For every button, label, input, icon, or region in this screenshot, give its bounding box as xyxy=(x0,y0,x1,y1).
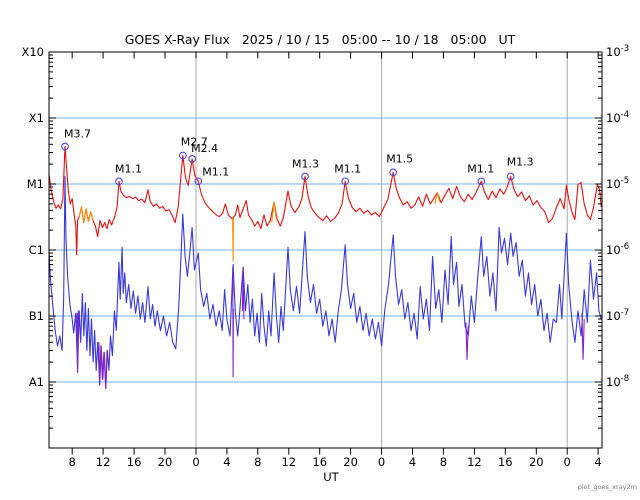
orange-segment-2 xyxy=(232,217,235,262)
svg-text:0: 0 xyxy=(378,455,385,469)
svg-text:10-4: 10-4 xyxy=(606,110,629,125)
svg-text:10-7: 10-7 xyxy=(606,308,629,323)
svg-text:M1.5: M1.5 xyxy=(386,152,413,165)
svg-text:10-6: 10-6 xyxy=(606,242,629,257)
svg-text:16: 16 xyxy=(312,455,327,469)
purple-segment-2 xyxy=(98,342,108,389)
svg-text:12: 12 xyxy=(281,455,296,469)
svg-text:UT: UT xyxy=(323,470,339,484)
svg-text:M1.1: M1.1 xyxy=(334,162,361,175)
plot-filename-label: plot_goes_xray2m xyxy=(577,483,637,491)
svg-text:16: 16 xyxy=(127,455,142,469)
x-axis-title: UT xyxy=(323,470,339,484)
short-wavelength-flux-line xyxy=(49,175,602,389)
purple-segment-4 xyxy=(241,266,245,320)
svg-text:10-5: 10-5 xyxy=(606,176,629,191)
purple-segment-3 xyxy=(232,267,234,378)
svg-text:M2.4: M2.4 xyxy=(191,142,218,155)
svg-text:A1: A1 xyxy=(29,375,44,389)
x-axis-tick-labels: 8 12 16 20 0 4 8 12 16 20 0 4 8 12 16 20 0 4 xyxy=(69,455,602,469)
svg-text:20: 20 xyxy=(158,455,173,469)
orange-segment-3 xyxy=(271,201,277,223)
axis-ticks xyxy=(49,51,602,455)
purple-segment-6 xyxy=(581,313,585,360)
svg-text:10-8: 10-8 xyxy=(606,374,629,389)
svg-text:8: 8 xyxy=(69,455,76,469)
svg-text:0: 0 xyxy=(192,455,199,469)
svg-text:4: 4 xyxy=(594,455,601,469)
svg-text:20: 20 xyxy=(343,455,358,469)
orange-segment-1 xyxy=(78,206,94,224)
svg-text:M3.7: M3.7 xyxy=(64,128,91,141)
svg-text:12: 12 xyxy=(96,455,111,469)
svg-text:M1: M1 xyxy=(27,177,44,191)
left-axis-class-labels: X10 X1 M1 C1 B1 A1 xyxy=(21,45,44,389)
svg-text:20: 20 xyxy=(529,455,544,469)
svg-text:M1.3: M1.3 xyxy=(292,158,319,171)
orange-segment-4 xyxy=(434,192,441,205)
chart-title: GOES X-Ray Flux 2025 / 10 / 15 05:00 -- … xyxy=(124,32,516,47)
svg-text:0: 0 xyxy=(564,455,571,469)
svg-text:4: 4 xyxy=(223,455,230,469)
svg-text:12: 12 xyxy=(467,455,482,469)
svg-text:8: 8 xyxy=(440,455,447,469)
svg-text:8: 8 xyxy=(254,455,261,469)
svg-text:M1.1: M1.1 xyxy=(115,162,142,175)
svg-text:X1: X1 xyxy=(29,111,44,125)
svg-text:16: 16 xyxy=(498,455,513,469)
long-wavelength-flux-line xyxy=(49,145,602,256)
purple-segment-5 xyxy=(465,322,469,360)
svg-text:4: 4 xyxy=(409,455,416,469)
purple-segment-1 xyxy=(76,310,79,373)
svg-text:X10: X10 xyxy=(21,45,44,59)
flare-peak-markers xyxy=(61,142,515,186)
flux-series xyxy=(49,145,602,389)
svg-text:M1.1: M1.1 xyxy=(202,165,229,178)
svg-text:10-3: 10-3 xyxy=(606,44,629,59)
svg-text:M1.3: M1.3 xyxy=(507,156,534,169)
svg-text:M2.7: M2.7 xyxy=(181,136,208,149)
right-axis-flux-labels: 10-3 10-4 10-5 10-6 10-7 10-8 xyxy=(606,44,629,389)
svg-text:B1: B1 xyxy=(29,309,44,323)
flare-labels: M3.7 M1.1 M2.7M2.4 M1.1 M1.3 M1.1 M1.5 M1.1 M1.3 xyxy=(64,128,534,179)
svg-text:M1.1: M1.1 xyxy=(467,162,494,175)
svg-text:C1: C1 xyxy=(29,243,44,257)
